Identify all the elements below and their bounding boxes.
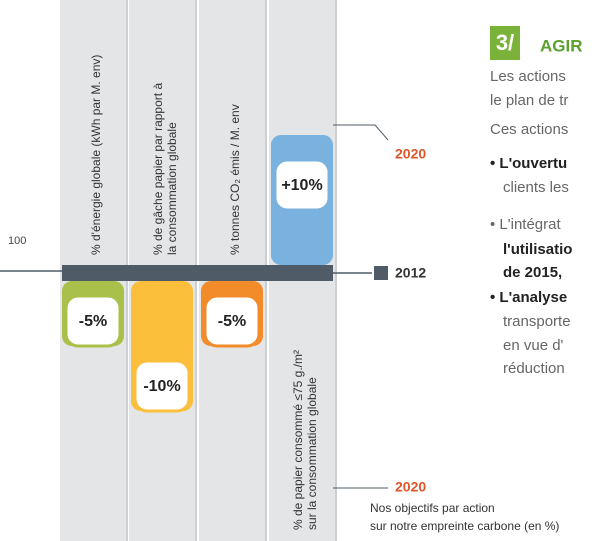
- year-label: 2020: [395, 479, 426, 495]
- value-box: [273, 158, 331, 212]
- body-text: Ces actions: [490, 121, 568, 138]
- category-label: sur la consommation globale: [305, 377, 319, 530]
- body-text: Les actions: [490, 68, 566, 85]
- value-label: +10%: [281, 177, 322, 194]
- connector: [333, 124, 389, 141]
- baseline-label: 100: [8, 235, 26, 247]
- year-label: 2012: [395, 265, 426, 281]
- body-text: l'utilisatio: [503, 241, 572, 258]
- section-title: AGIR: [540, 36, 583, 55]
- category-label: % tonnes CO₂ émis / M. env: [228, 104, 242, 255]
- category-label: la consommation globale: [165, 122, 179, 255]
- section-badge: [490, 26, 520, 60]
- body-text: • L'analyse: [490, 289, 567, 306]
- year-marker: [374, 266, 388, 280]
- body-text: clients les: [503, 179, 569, 196]
- category-label: % d'énergie globale (kWh par M. env): [89, 55, 103, 255]
- value-label: -5%: [79, 313, 107, 330]
- value-box: [133, 359, 191, 413]
- year-label: 2020: [395, 146, 426, 162]
- value-label: -10%: [143, 378, 180, 395]
- body-text: le plan de tr: [490, 92, 568, 109]
- value-box: [203, 294, 261, 348]
- section-number: 3/: [496, 30, 514, 55]
- value-label: -5%: [218, 313, 246, 330]
- category-label: % de papier consommé ≤75 g./m²: [291, 350, 305, 530]
- caption: Nos objectifs par action: [370, 501, 495, 515]
- value-box: [64, 294, 122, 348]
- baseline-band: [62, 265, 333, 281]
- body-text: en vue d': [503, 337, 564, 354]
- body-text: • L'intégrat: [490, 216, 561, 233]
- body-text: • L'ouvertu: [490, 155, 567, 172]
- body-text: de 2015,: [503, 264, 562, 281]
- body-text: transporte: [503, 313, 571, 330]
- category-label: % de gâche papier par rapport à: [151, 83, 165, 255]
- body-text: réduction: [503, 360, 565, 377]
- caption: sur notre empreinte carbone (en %): [370, 519, 559, 533]
